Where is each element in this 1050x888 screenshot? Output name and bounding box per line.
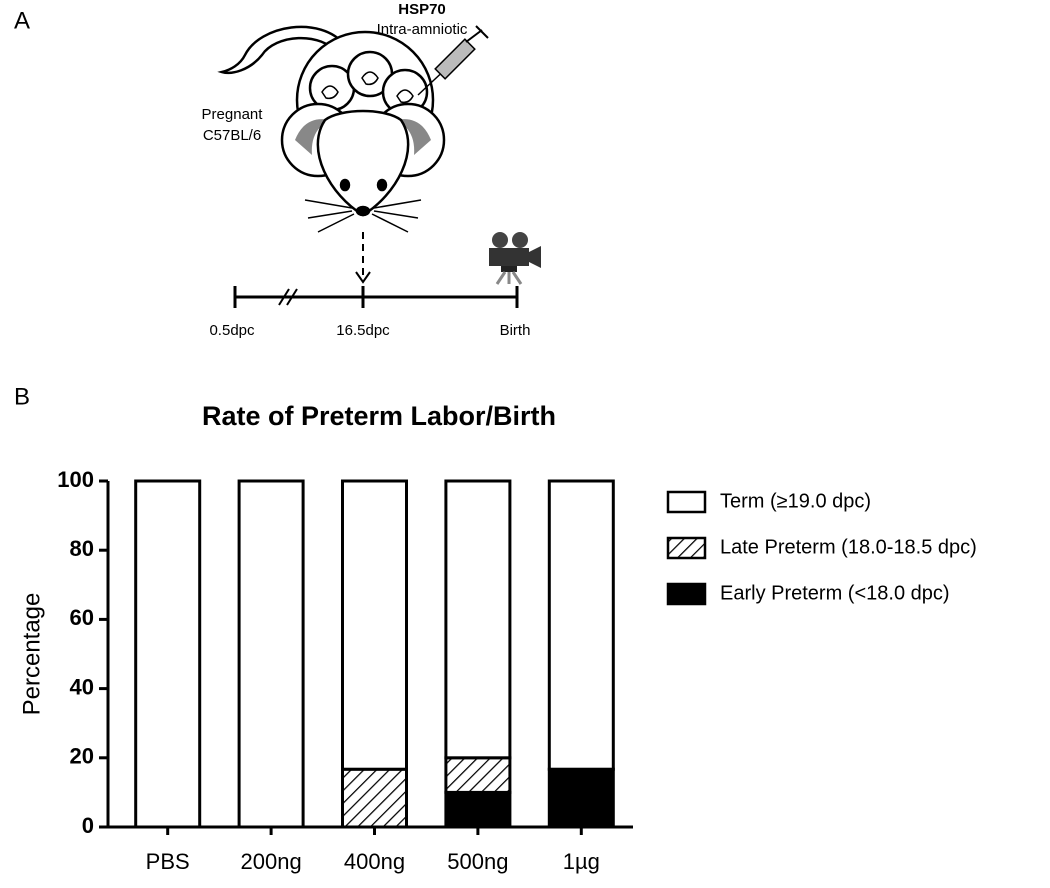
mouse-diagram bbox=[217, 25, 541, 308]
bar-segment bbox=[547, 767, 615, 829]
y-axis-label: Percentage bbox=[18, 593, 45, 716]
bar-segment bbox=[134, 479, 202, 829]
legend-label: Early Preterm (<18.0 dpc) bbox=[720, 582, 950, 604]
bar-segment bbox=[341, 479, 408, 771]
legend-label: Late Preterm (18.0-18.5 dpc) bbox=[720, 536, 977, 558]
bar-segment bbox=[444, 790, 512, 829]
mouse-label: Pregnant bbox=[202, 106, 264, 123]
y-tick-label: 100 bbox=[57, 467, 94, 492]
x-tick-label: 1µg bbox=[563, 849, 600, 874]
x-tick-label: PBS bbox=[146, 849, 190, 874]
injection-title: HSP70 bbox=[398, 1, 446, 18]
bar-segment bbox=[341, 767, 408, 829]
plot: 0 20 40 60 80 100 PBS 200ng 400ng 500ng 1µg Term (≥… bbox=[57, 467, 977, 874]
legend-swatch bbox=[666, 536, 707, 560]
timeline-label: 16.5dpc bbox=[336, 322, 390, 339]
bar-segment bbox=[547, 479, 615, 771]
chart-title: Rate of Preterm Labor/Birth bbox=[202, 401, 556, 431]
timeline-label: 0.5dpc bbox=[209, 322, 255, 339]
legend-swatch bbox=[666, 582, 707, 606]
injection-route: Intra-amniotic bbox=[377, 21, 468, 38]
y-tick-label: 80 bbox=[70, 536, 94, 561]
legend-swatch bbox=[666, 490, 707, 514]
y-tick-label: 40 bbox=[70, 674, 94, 699]
bar-segment bbox=[237, 479, 305, 829]
x-tick-label: 200ng bbox=[241, 849, 302, 874]
panel-label: B bbox=[14, 383, 30, 410]
bar-segment bbox=[444, 756, 512, 794]
y-tick-label: 60 bbox=[70, 605, 94, 630]
y-tick-label: 20 bbox=[70, 744, 94, 769]
x-tick-label: 500ng bbox=[447, 849, 508, 874]
mouse-label: C57BL/6 bbox=[203, 127, 261, 144]
timeline-label: Birth bbox=[500, 322, 531, 339]
bar-segment bbox=[444, 479, 512, 760]
panel-label: A bbox=[14, 7, 30, 34]
y-tick-label: 0 bbox=[82, 813, 94, 838]
x-tick-label: 400ng bbox=[344, 849, 405, 874]
legend-label: Term (≥19.0 dpc) bbox=[720, 490, 871, 512]
